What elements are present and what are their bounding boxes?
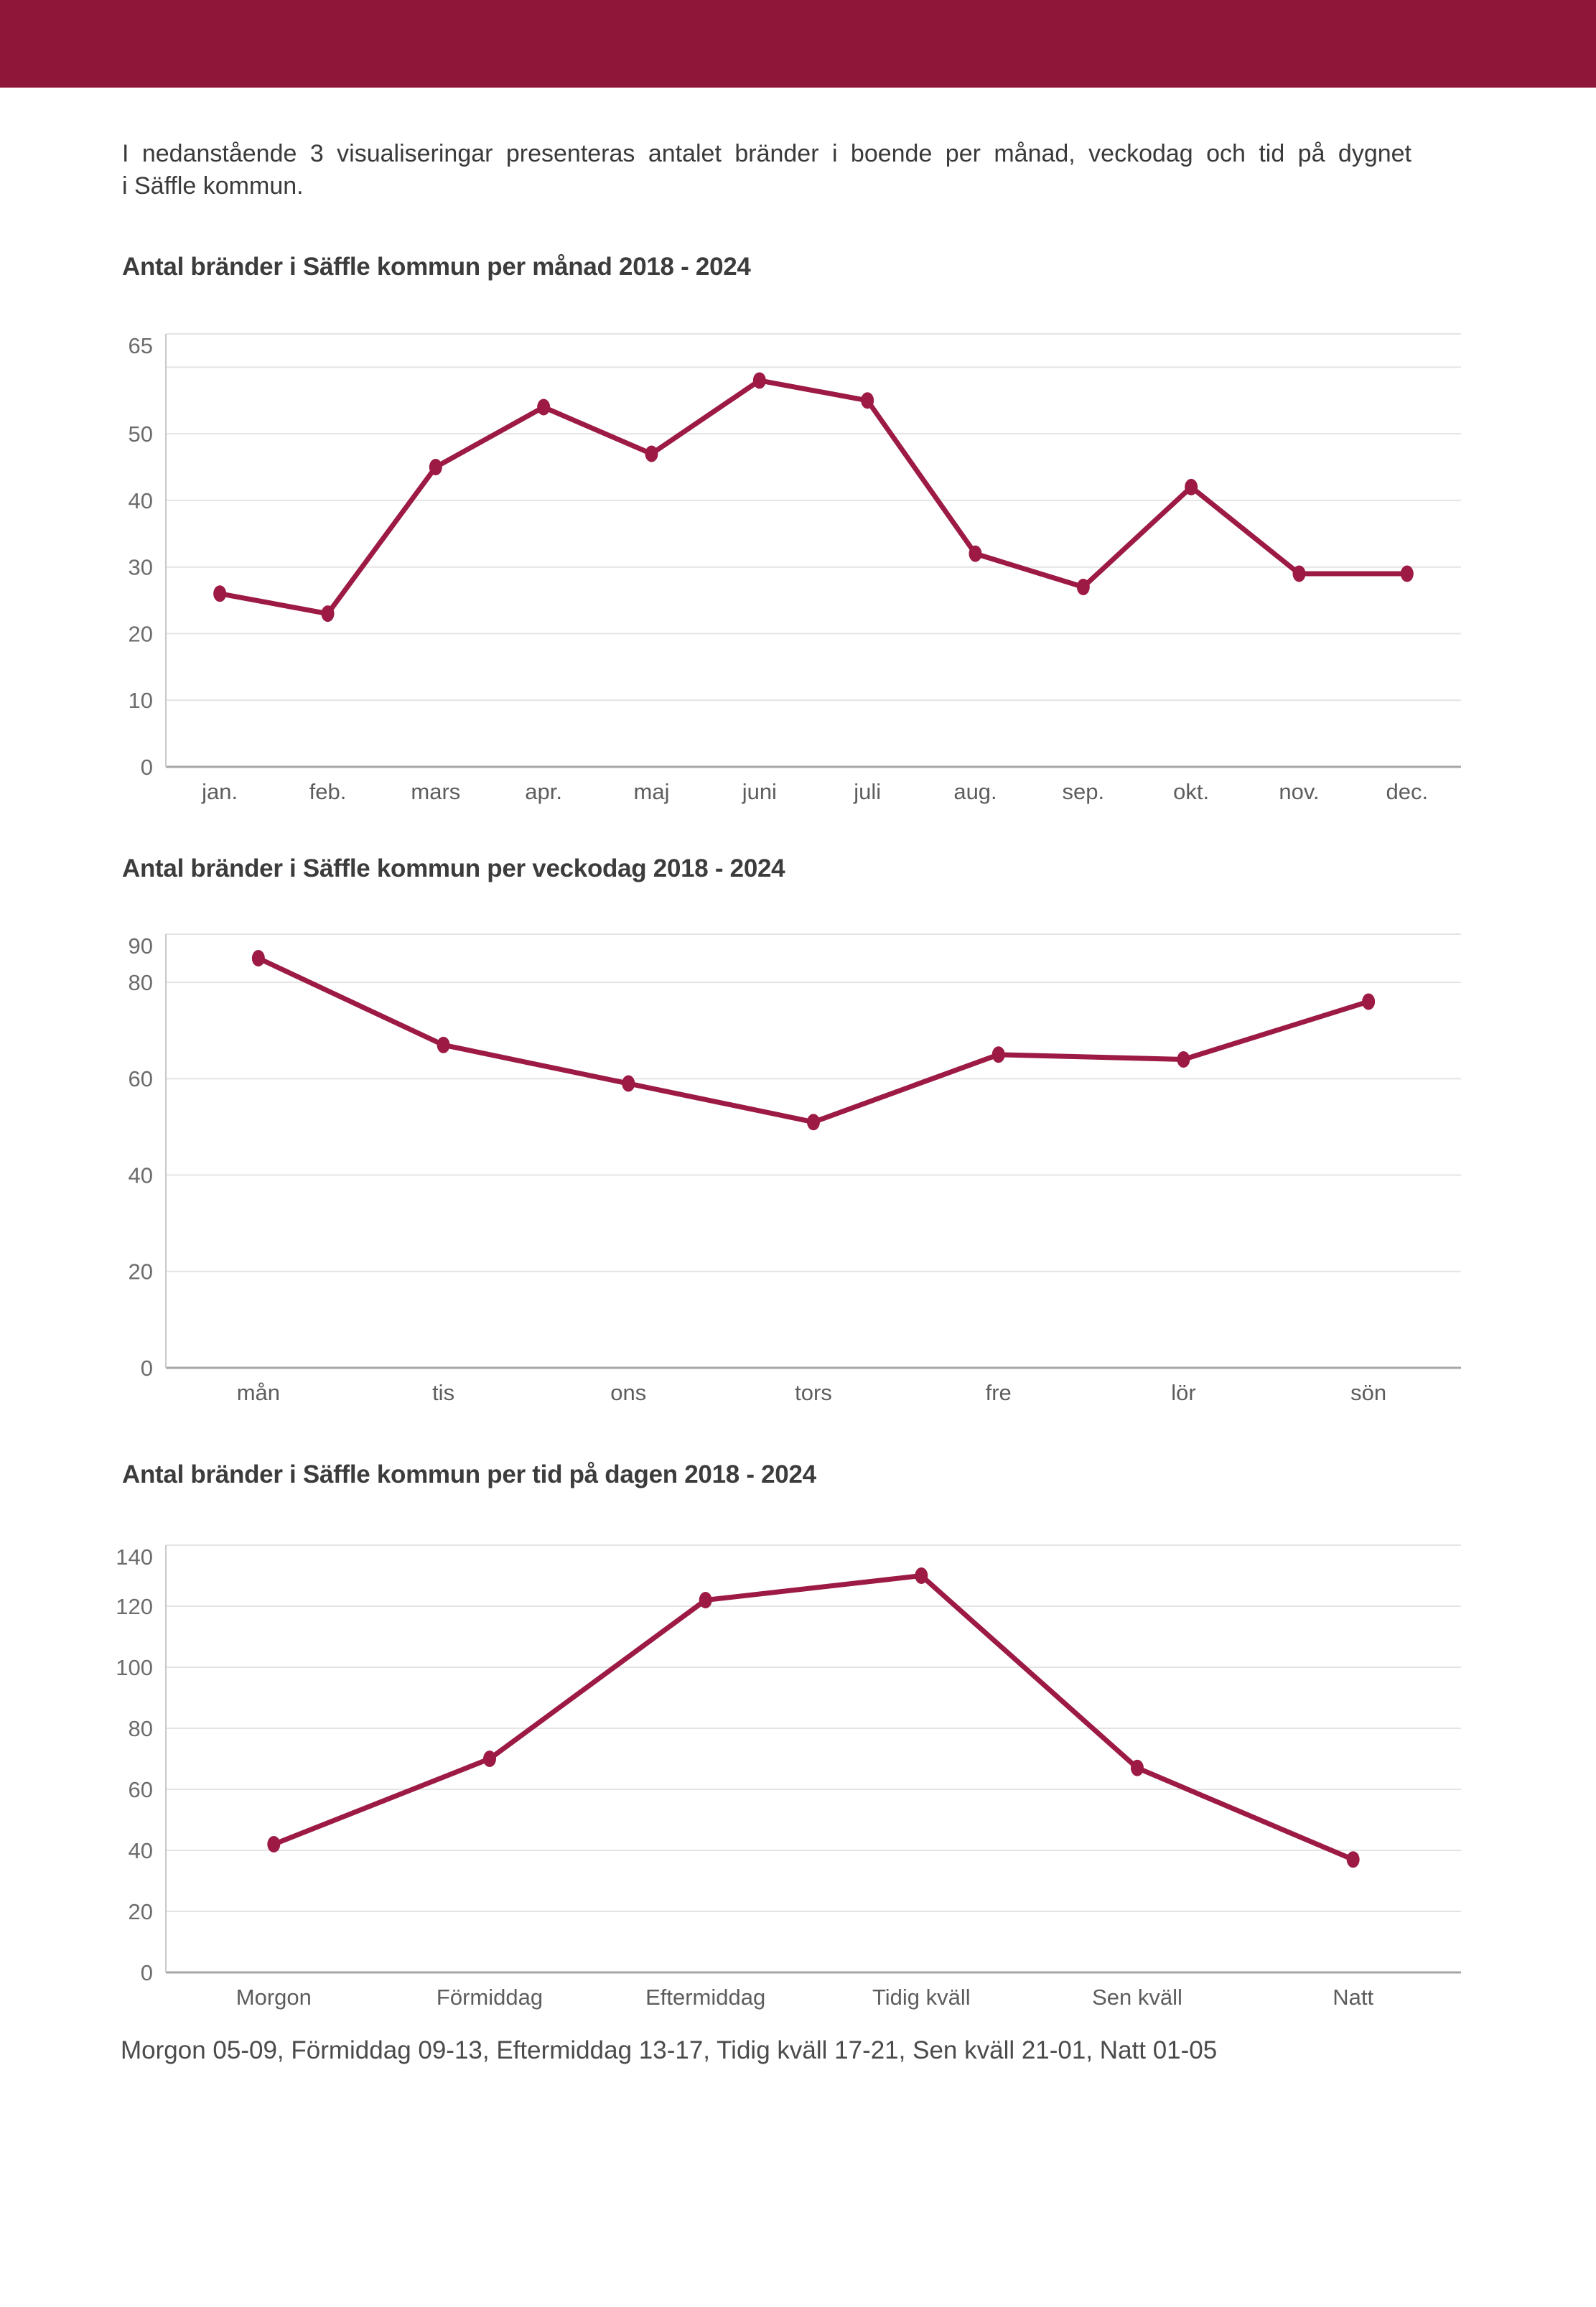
x-tick-label: okt. (1173, 779, 1209, 804)
data-point (1076, 579, 1090, 596)
data-point (645, 445, 658, 462)
x-tick-label: tis (432, 1380, 454, 1405)
y-tick-label: 100 (116, 1655, 153, 1680)
y-tick-label: 65 (129, 333, 153, 358)
y-tick-label: 0 (141, 1356, 153, 1381)
x-tick-label: Tidig kväll (872, 1985, 971, 2010)
data-point (752, 372, 766, 389)
y-tick-label: 140 (116, 1544, 153, 1570)
data-point (483, 1751, 496, 1767)
y-tick-label: 40 (129, 1162, 153, 1188)
y-tick-label: 30 (129, 555, 153, 580)
data-point (807, 1114, 820, 1131)
y-tick-label: 20 (129, 1259, 153, 1285)
data-point (1131, 1759, 1144, 1776)
data-point (915, 1567, 928, 1584)
data-point (861, 392, 874, 409)
y-tick-label: 60 (129, 1066, 153, 1091)
x-tick-label: Eftermiddag (645, 1985, 765, 2010)
x-tick-label: sep. (1063, 779, 1105, 804)
y-tick-label: 120 (116, 1594, 153, 1619)
x-tick-label: fre (986, 1380, 1012, 1405)
x-tick-label: lör (1171, 1380, 1195, 1405)
y-tick-label: 40 (129, 488, 153, 513)
data-point (213, 585, 227, 602)
x-tick-label: sön (1350, 1380, 1386, 1405)
x-tick-label: maj (634, 779, 670, 804)
data-point (429, 459, 442, 476)
y-tick-label: 0 (141, 755, 153, 780)
intro-line-2: i Säffle kommun. (122, 172, 304, 200)
x-tick-label: mars (411, 779, 460, 804)
chart-monthly: 0 10 20 30 40 50 65 jan. feb. mars apr. maj juni juli… (129, 333, 1461, 804)
y-tick-label: 40 (129, 1838, 153, 1863)
data-point (321, 605, 335, 623)
data-point (1292, 565, 1306, 582)
data-point (437, 1036, 450, 1053)
y-tick-label: 80 (129, 1716, 153, 1741)
data-point (1400, 565, 1414, 582)
data-point (969, 545, 982, 562)
data-point (537, 399, 551, 416)
chart-title-time-of-day: Antal bränder i Säffle kommun per tid på… (122, 1460, 816, 1488)
series-line (256, 956, 1371, 1125)
x-tick-label: juni (742, 779, 777, 804)
x-tick-label: nov. (1279, 779, 1319, 804)
x-tick-label: dec. (1386, 779, 1429, 804)
data-point (622, 1075, 635, 1092)
y-tick-label: 10 (129, 688, 153, 713)
chart-time-of-day: 0 20 40 60 80 100 120 140 Morgon Förmiddag Eftermi… (116, 1544, 1461, 2010)
header-bar (0, 0, 1596, 88)
x-tick-label: juli (853, 779, 881, 804)
data-point (1185, 478, 1198, 495)
data-point (1177, 1050, 1190, 1068)
y-tick-label: 90 (129, 933, 153, 959)
y-tick-label: 50 (129, 421, 153, 447)
x-tick-label: aug. (953, 779, 997, 804)
x-tick-label: jan. (201, 779, 238, 804)
data-point (1346, 1851, 1360, 1868)
intro-line-1: I nedanstående 3 visualiseringar present… (122, 140, 1411, 167)
chart-weekday: 0 20 40 60 80 90 mån tis ons tors fre lör sön (129, 933, 1461, 1405)
x-tick-label: ons (610, 1380, 646, 1405)
y-tick-label: 80 (129, 970, 153, 995)
data-point (1362, 993, 1376, 1010)
series-line (271, 1573, 1356, 1863)
y-tick-label: 20 (129, 1899, 153, 1924)
x-tick-label: tors (795, 1380, 832, 1405)
x-tick-label: apr. (525, 779, 562, 804)
chart-title-monthly: Antal bränder i Säffle kommun per månad … (122, 253, 751, 281)
y-tick-label: 0 (141, 1960, 153, 1985)
data-point (251, 950, 265, 967)
data-point (699, 1592, 712, 1608)
x-tick-label: feb. (309, 779, 347, 804)
x-tick-label: Sen kväll (1092, 1985, 1182, 2010)
y-tick-label: 20 (129, 621, 153, 646)
x-tick-label: Natt (1333, 1985, 1373, 2010)
x-tick-label: Förmiddag (437, 1985, 543, 2010)
x-tick-label: mån (237, 1380, 280, 1405)
data-point (267, 1836, 281, 1852)
intro-paragraph: I nedanstående 3 visualiseringar present… (122, 138, 1411, 202)
footnote: Morgon 05-09, Förmiddag 09-13, Eftermidd… (121, 2036, 1218, 2064)
x-tick-label: Morgon (236, 1985, 312, 2010)
data-point (991, 1046, 1005, 1063)
chart-title-weekday: Antal bränder i Säffle kommun per veckod… (122, 854, 785, 882)
y-tick-label: 60 (129, 1777, 153, 1802)
series-line (217, 378, 1410, 617)
